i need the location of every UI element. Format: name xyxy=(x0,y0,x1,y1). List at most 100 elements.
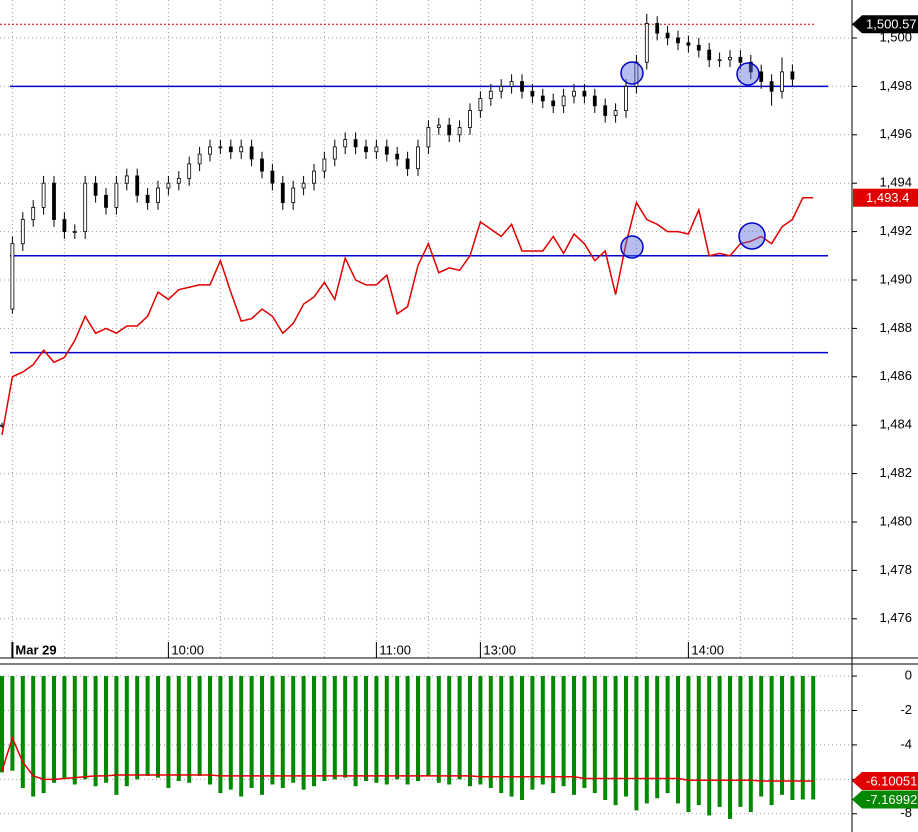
candle-body xyxy=(759,71,764,82)
candle-body xyxy=(426,127,431,148)
candle-body xyxy=(717,59,722,62)
bar xyxy=(114,676,119,795)
candle-body xyxy=(135,175,140,196)
candle-body xyxy=(551,100,556,107)
bar xyxy=(104,676,108,783)
bar xyxy=(811,676,816,800)
candle-body xyxy=(478,98,483,111)
bar xyxy=(665,676,670,794)
bar xyxy=(384,676,389,785)
candle-body xyxy=(769,81,774,92)
bar xyxy=(426,676,431,776)
bar xyxy=(197,676,202,776)
annotation-circles xyxy=(620,61,766,259)
bar xyxy=(312,676,316,787)
bar xyxy=(83,676,88,780)
bar xyxy=(686,676,691,813)
candle-body xyxy=(780,71,784,92)
candle-body xyxy=(405,158,410,170)
bar xyxy=(52,676,56,783)
y-tick-label: 1,488 xyxy=(879,320,912,335)
circle-annotation xyxy=(620,61,644,85)
candle-body xyxy=(728,56,732,61)
y-tick-label: 0 xyxy=(905,667,912,682)
bar xyxy=(374,676,379,783)
candle-body xyxy=(520,81,524,92)
bar xyxy=(187,676,192,783)
candle-body xyxy=(416,146,420,170)
bar xyxy=(218,676,223,794)
bar xyxy=(332,676,337,780)
candle-body xyxy=(322,158,327,172)
bar xyxy=(176,676,181,782)
bar xyxy=(738,676,743,807)
bar xyxy=(717,676,722,807)
candle-body xyxy=(644,23,649,63)
candle-body xyxy=(343,139,348,148)
bar xyxy=(499,676,504,794)
price-badge xyxy=(852,772,918,791)
candle-body xyxy=(52,182,56,220)
candle-body xyxy=(707,49,712,61)
bar xyxy=(20,676,25,788)
y-tick-label: -8 xyxy=(900,805,912,820)
candle-body xyxy=(582,90,587,97)
y-tick-label: -4 xyxy=(900,736,912,751)
bar xyxy=(707,676,712,816)
candle-body xyxy=(374,146,379,153)
badge-label: 1,500.57 xyxy=(866,17,917,32)
price-badge xyxy=(852,15,918,34)
bar xyxy=(592,676,597,794)
x-tick-label: 10:00 xyxy=(171,642,204,657)
bar xyxy=(270,676,275,785)
x-tick-label: Mar 29 xyxy=(15,642,56,657)
bar xyxy=(800,676,805,800)
y-tick-label: 1,480 xyxy=(879,513,912,528)
candle-body xyxy=(603,105,608,116)
candle-body xyxy=(686,42,691,46)
circle-annotation xyxy=(736,62,760,86)
bar xyxy=(353,676,358,787)
bar xyxy=(769,676,774,806)
indicator-line xyxy=(1,735,814,782)
y-tick-label: 1,494 xyxy=(879,175,912,190)
bar xyxy=(31,676,36,797)
y-tick-label: 1,486 xyxy=(879,368,912,383)
y-tick-label: 1,496 xyxy=(879,126,912,141)
bar xyxy=(457,676,462,780)
candle-body xyxy=(748,61,753,73)
bar xyxy=(249,676,254,788)
candle-body xyxy=(395,153,400,160)
bar xyxy=(41,676,46,794)
candle-body xyxy=(145,194,150,203)
candle-body xyxy=(301,182,306,189)
badge-label: 1,493.4 xyxy=(866,190,909,205)
bar xyxy=(551,676,556,794)
bar xyxy=(644,676,649,804)
bar xyxy=(395,676,400,780)
candle-body xyxy=(540,95,545,102)
candle-body xyxy=(166,182,171,189)
bar xyxy=(478,676,483,785)
bar xyxy=(322,676,327,782)
bar xyxy=(124,676,129,787)
candle-body xyxy=(499,85,504,92)
candle-body xyxy=(176,177,181,184)
bar xyxy=(530,676,535,790)
candle-body xyxy=(208,146,212,155)
y-tick-label: 1,484 xyxy=(879,417,912,432)
bar xyxy=(156,676,160,778)
candle-body xyxy=(260,158,264,172)
axis-layer: 1,476 1,478 1,480 1,482 1,484 1,486 1,488 1,490… xyxy=(11,15,918,820)
candle-body xyxy=(218,146,223,149)
badge-label: -7.16992 xyxy=(866,792,917,807)
bar xyxy=(343,676,348,778)
bar xyxy=(655,676,660,799)
bar xyxy=(696,676,701,806)
candle-body xyxy=(10,243,15,310)
candle-body xyxy=(228,146,233,153)
price-badge xyxy=(853,188,918,207)
bar xyxy=(759,676,764,797)
x-tick-label: 11:00 xyxy=(379,642,411,657)
